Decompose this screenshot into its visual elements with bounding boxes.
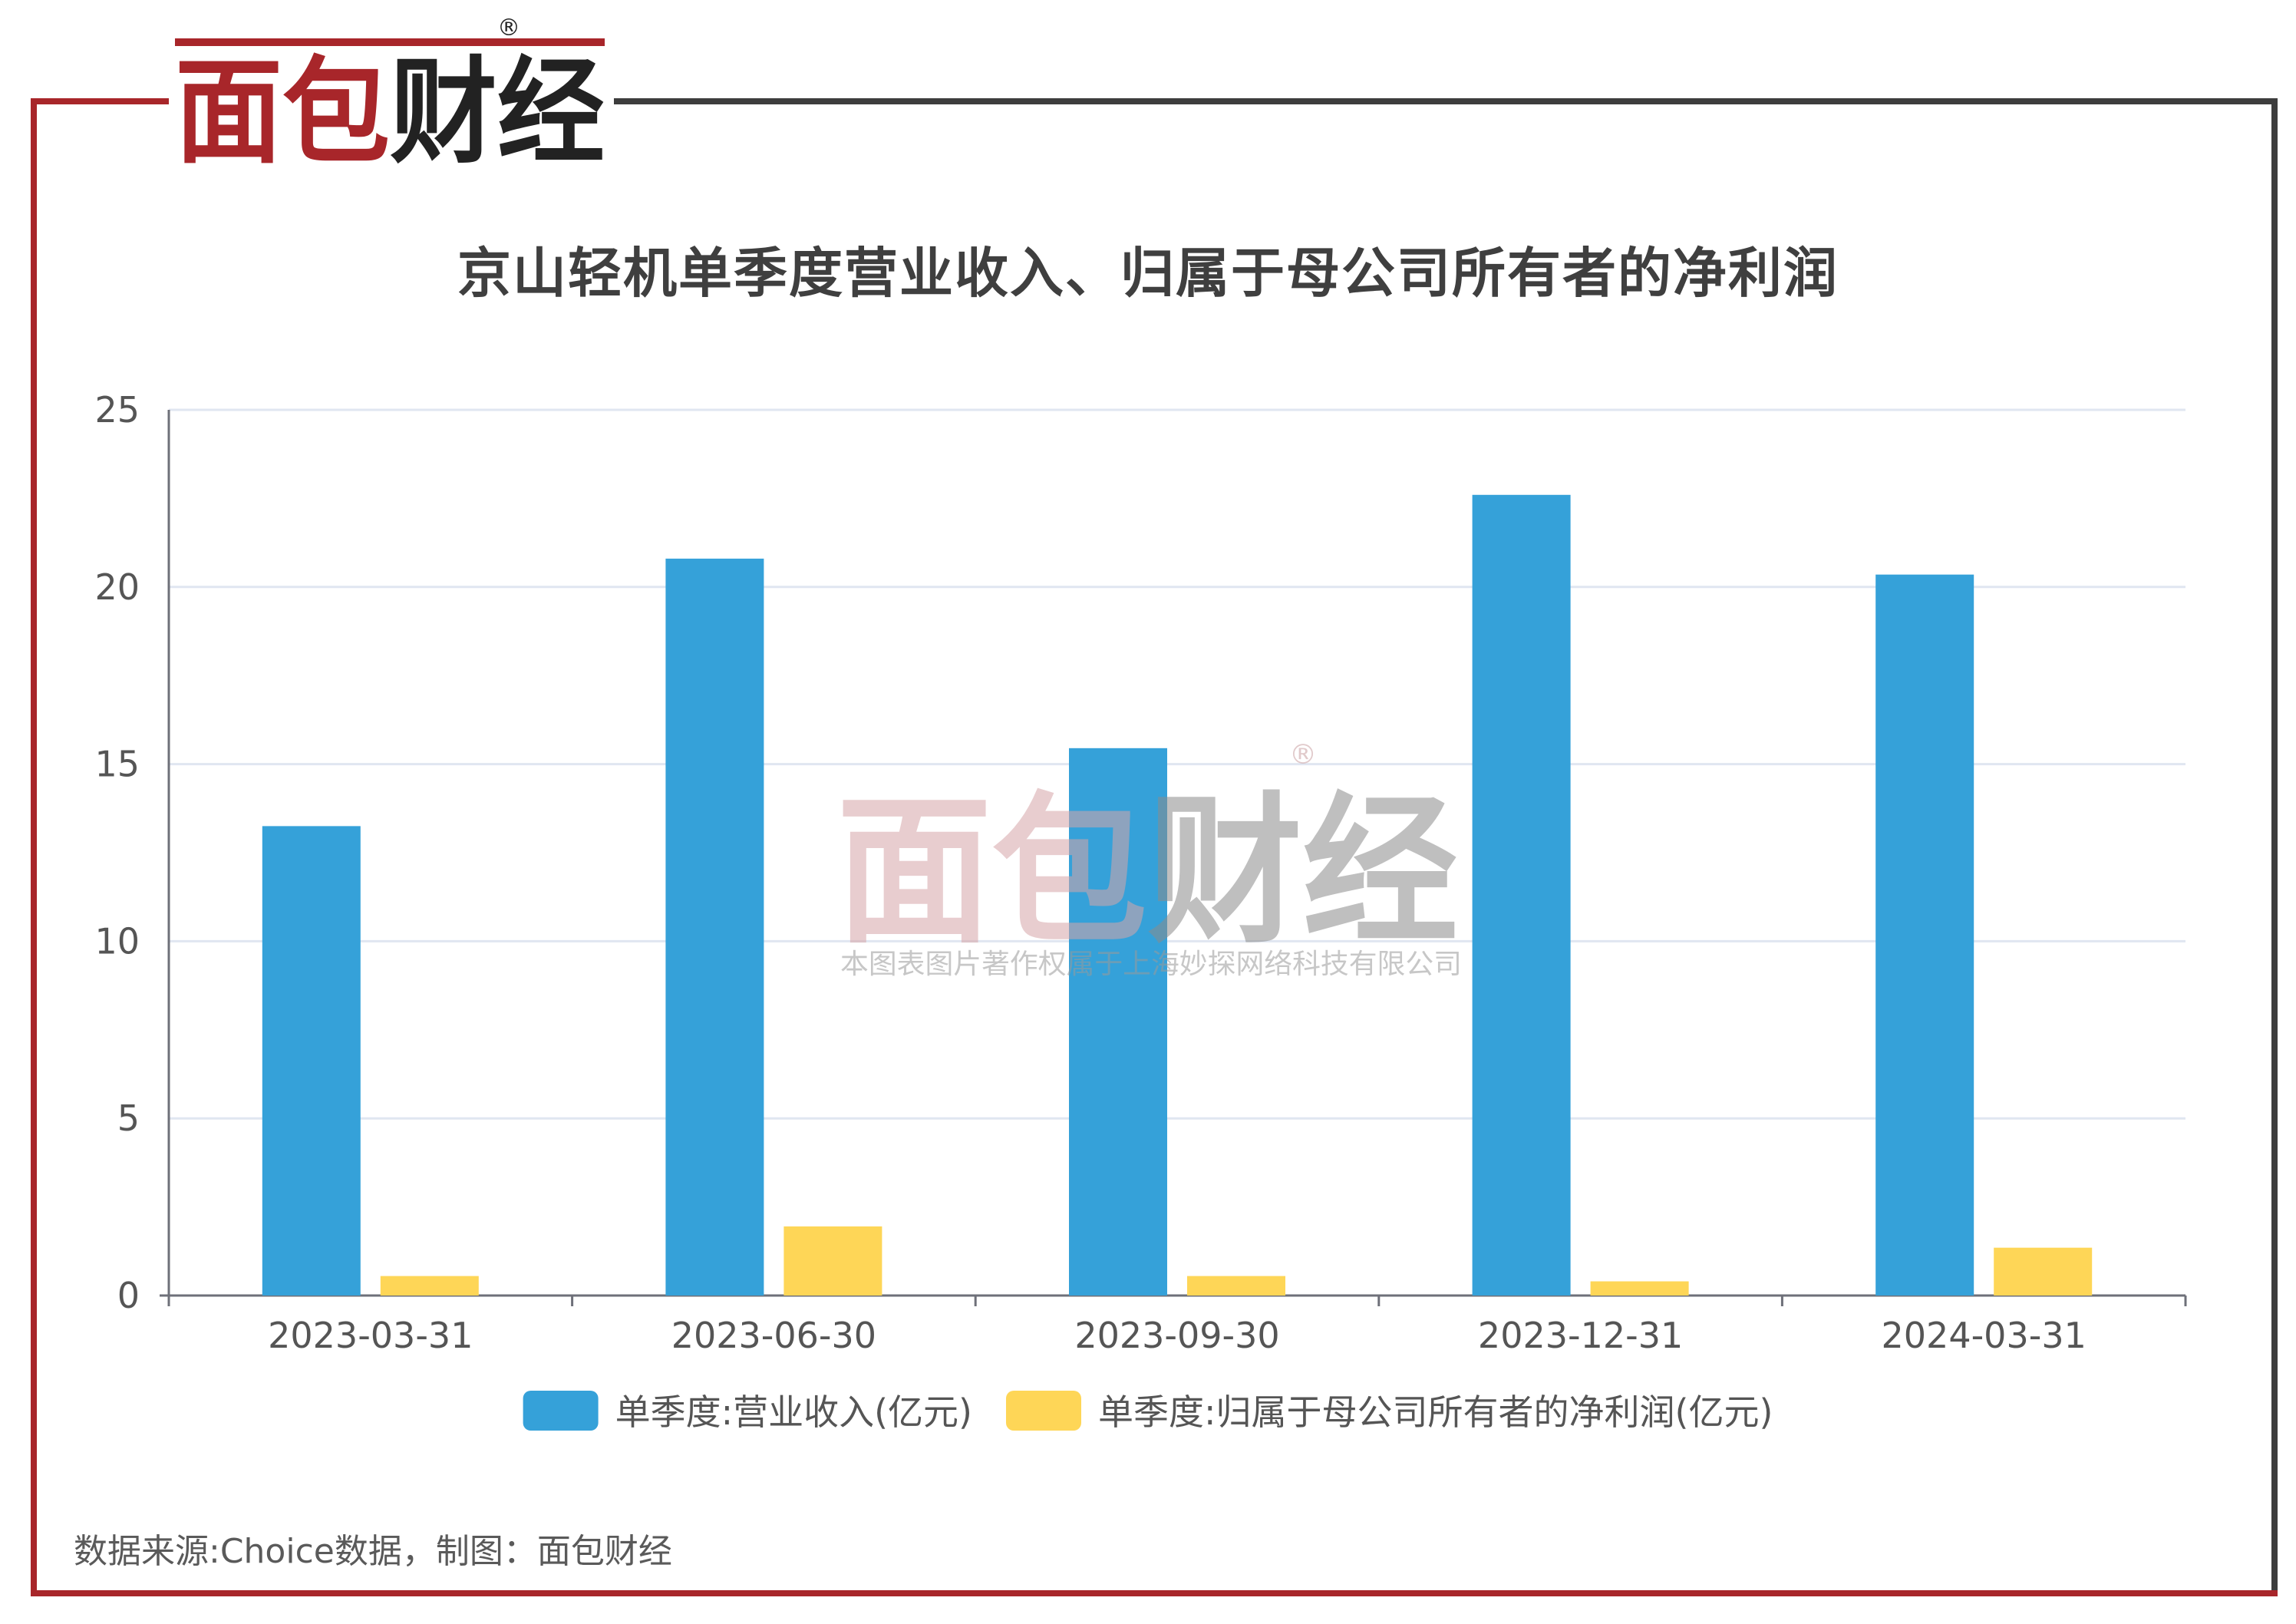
bar-revenue [262,826,361,1296]
watermark-logo-char: 财 [1147,777,1303,965]
watermark-logo-text: 面包财经 [836,777,1458,965]
logo-top-bar [175,38,605,46]
frame-right-line [2271,98,2278,1596]
y-tick-label: 25 [94,389,140,431]
y-tick-label: 20 [94,566,140,608]
y-tick-label: 0 [117,1275,140,1316]
logo-text: 面包财经 [175,46,605,169]
bar-net-profit [1590,1281,1689,1296]
bar-revenue [1875,574,1974,1296]
watermark: ® 面包财经 本图表图片著作权属于上海妙探网络科技有限公司 [836,739,1462,980]
frame-bottom-line [31,1590,2278,1596]
bar-net-profit [1994,1247,2093,1296]
watermark-logo-char: 包 [992,777,1148,965]
y-tick-label: 5 [117,1098,140,1139]
x-tick-label: 2023-12-31 [1478,1315,1683,1356]
watermark-logo-char: 经 [1303,777,1459,965]
bar-revenue [1472,494,1571,1296]
legend-label: 单季度:营业收入(亿元) [615,1391,972,1433]
watermark-copyright: 本图表图片著作权属于上海妙探网络科技有限公司 [840,949,1462,980]
y-tick-label: 10 [94,920,140,962]
watermark-logo-char: 面 [836,777,992,965]
chart-title: 京山轻机单季度营业收入、归属于母公司所有者的净利润 [457,242,1839,305]
axes [160,410,2187,1306]
bar-revenue [665,558,764,1296]
bar-net-profit [380,1276,479,1296]
legend-swatch [1006,1391,1081,1431]
frame-left-line [31,98,37,1596]
bar-net-profit [1187,1276,1285,1296]
legend-swatch [523,1391,599,1431]
bar-revenue [1069,748,1167,1296]
frame-top-left-line [31,98,169,104]
frame-top-right-line [614,98,2278,104]
bar-net-profit [783,1226,882,1296]
logo-registered-mark: ® [497,15,520,41]
x-tick-label: 2023-06-30 [671,1315,876,1356]
x-tick-label: 2024-03-31 [1882,1315,2087,1356]
watermark-registered-mark: ® [1289,739,1317,771]
logo-char: 面 [175,46,282,169]
brand-logo: ® 面包财经 [175,15,605,169]
logo-char: 财 [390,46,497,169]
x-tick-label: 2023-09-30 [1074,1315,1279,1356]
grid-lines [169,408,2185,1120]
bars [262,494,2093,1296]
tick-labels: 0 5 10 15 20 25 2023-03-31 2023-06-30 2023-09-30… [94,389,2086,1356]
legend-label: 单季度:归属于母公司所有者的净利润(亿元) [1098,1391,1773,1433]
logo-char: 包 [282,46,390,169]
source-note: 数据来源:Choice数据，制图：面包财经 [74,1532,672,1571]
y-tick-label: 15 [94,744,140,785]
logo-char: 经 [497,46,605,169]
x-tick-label: 2023-03-31 [268,1315,473,1356]
legend: 单季度:营业收入(亿元) 单季度:归属于母公司所有者的净利润(亿元) [523,1391,1773,1433]
